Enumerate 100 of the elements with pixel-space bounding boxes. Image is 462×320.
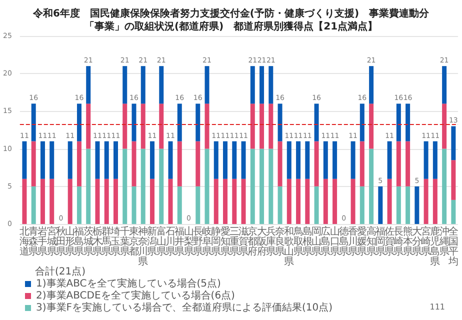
bar: [122, 148, 128, 224]
bar: [332, 178, 338, 224]
bar: [214, 141, 218, 179]
x-tick-label: 埼玉県: [110, 226, 121, 258]
bar: [68, 178, 72, 224]
bar: [68, 141, 72, 179]
bar: [250, 104, 255, 149]
bar: [140, 104, 146, 149]
x-tick-label: 福岡県: [375, 226, 386, 258]
x-tick-label: 静岡県: [211, 226, 222, 258]
x-tick-label: 秋田県: [56, 226, 66, 258]
text: 111: [430, 302, 446, 312]
bar: [196, 186, 200, 224]
x-tick-label: 京都府: [248, 226, 258, 258]
bar: [451, 160, 456, 200]
bar: [278, 186, 282, 224]
bar: [122, 104, 128, 149]
bar: [86, 148, 91, 224]
bar: [204, 66, 210, 104]
bar: [314, 104, 319, 142]
bar: [150, 178, 154, 224]
bar: [268, 104, 274, 149]
bar: [140, 66, 146, 104]
bar: [113, 141, 118, 179]
x-tick-label: 栃木県: [92, 226, 102, 258]
bar: [442, 104, 447, 149]
bar: [406, 141, 410, 186]
x-tick-label: 高知県: [366, 226, 376, 258]
legend-label: 1)事業ABCを全て実施している場合(5点): [36, 278, 222, 290]
bar: [104, 141, 109, 179]
bar: [95, 141, 100, 179]
x-tick-label: 佐賀県: [384, 226, 395, 258]
x-tick-label: 兵庫県: [266, 226, 276, 258]
bar: [260, 104, 264, 149]
bar: [76, 186, 82, 224]
bar: [177, 186, 182, 224]
x-tick-label: 山口県: [330, 226, 340, 258]
bar: [223, 141, 228, 179]
bar: [396, 104, 401, 142]
bar: [223, 178, 228, 224]
bar: [451, 200, 456, 224]
bar: [159, 148, 164, 224]
x-tick-label: 富山県: [156, 226, 166, 258]
bar: [323, 178, 328, 224]
bar: [451, 126, 456, 160]
bar: [177, 104, 182, 142]
bar: [241, 141, 246, 179]
bar: [22, 141, 27, 179]
x-tick-label: 群馬県: [100, 226, 112, 258]
x-tick-label: 奈良県: [275, 226, 286, 258]
bar: [286, 178, 292, 224]
bar: [86, 66, 91, 104]
x-tick-label: 香川県: [348, 226, 358, 258]
bar: [76, 104, 82, 142]
bar: [296, 178, 301, 224]
x-tick-label: 滋賀県: [238, 226, 249, 258]
bar: [360, 104, 364, 142]
x-tick-label: 長野県: [192, 226, 203, 258]
bar: [360, 186, 364, 224]
bar: [250, 148, 255, 224]
bar: [22, 178, 27, 224]
bar: [305, 141, 310, 179]
bar: [76, 141, 82, 186]
bar: [159, 66, 164, 104]
bar: [432, 141, 438, 179]
x-tick-label: 大阪府: [256, 226, 267, 258]
x-tick-label: 鳥取県: [292, 226, 304, 258]
bar: [31, 186, 36, 224]
chart-subtitle: 「事業」の取組状況(都道府県) 都道府県別獲得点【21点満点】: [84, 20, 378, 32]
bar: [350, 178, 356, 224]
x-tick-label: 山梨県: [184, 226, 194, 258]
bar: [332, 141, 338, 179]
bar: [278, 141, 282, 186]
bar: [104, 178, 109, 224]
bar: [232, 141, 237, 179]
x-tick-label: 青森県: [28, 226, 39, 258]
x-tick-label: 沖縄県: [438, 226, 450, 258]
bar: [432, 178, 438, 224]
x-tick-label: 北海道: [19, 226, 30, 258]
x-tick-label: 神奈川県: [138, 226, 148, 268]
bar: [350, 141, 356, 179]
bar: [140, 148, 146, 224]
x-tick-label: 山形県: [65, 226, 76, 258]
x-tick-label: 鹿児島県: [430, 226, 440, 268]
bar: [150, 141, 154, 179]
bar: [305, 178, 310, 224]
x-tick-label: 宮城県: [46, 226, 57, 258]
bar: [204, 104, 210, 149]
bar: [132, 141, 136, 186]
bar: [268, 148, 274, 224]
x-tick-label: 愛媛県: [357, 226, 368, 258]
bar: [387, 178, 392, 224]
x-tick-label: 和歌山県: [284, 226, 294, 268]
x-tick-label: 岐阜県: [202, 226, 212, 258]
bar: [132, 186, 136, 224]
bar: [396, 186, 401, 224]
bar: [314, 186, 319, 224]
x-tick-label: 長崎県: [394, 226, 404, 258]
bar: [196, 104, 200, 142]
bar: [40, 141, 45, 179]
